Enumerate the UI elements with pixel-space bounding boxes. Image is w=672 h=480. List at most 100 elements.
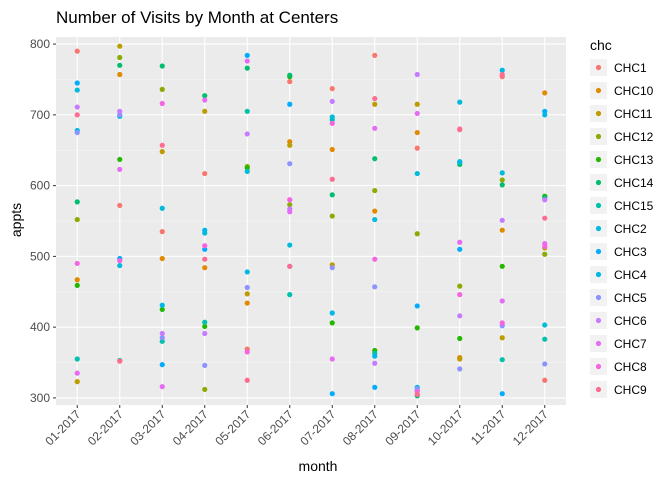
data-point-chc12 (457, 283, 463, 289)
data-point-chc4 (244, 269, 250, 275)
legend: chc CHC1CHC10CHC11CHC12CHC13CHC14CHC15CH… (590, 37, 654, 398)
data-point-chc3 (457, 246, 463, 252)
data-point-chc5 (457, 366, 463, 372)
data-point-chc8 (329, 120, 335, 126)
data-point-chc15 (202, 319, 208, 325)
data-point-chc8 (287, 197, 293, 203)
data-point-chc15 (542, 336, 548, 342)
data-point-chc10 (244, 300, 250, 306)
data-point-chc8 (202, 243, 208, 249)
data-points (74, 43, 548, 399)
data-point-chc13 (457, 335, 463, 342)
legend-swatch (595, 87, 602, 94)
x-tick-label: 09-2017 (382, 407, 423, 448)
x-tick-label: 10-2017 (425, 407, 466, 448)
y-axis-ticks: 300 400 500 600 700 800 (30, 37, 56, 405)
data-point-chc6 (414, 71, 420, 78)
x-tick-label: 05-2017 (212, 407, 253, 448)
data-point-chc7 (499, 298, 505, 304)
data-point-chc7 (244, 58, 250, 64)
data-point-chc12 (414, 231, 420, 237)
x-tick-label: 08-2017 (340, 407, 381, 448)
data-point-chc5 (202, 362, 208, 368)
legend-label: CHC12 (614, 130, 654, 144)
x-tick-label: 04-2017 (170, 407, 211, 448)
legend-label: CHC8 (614, 360, 647, 374)
data-point-chc15 (74, 356, 80, 362)
legend-label: CHC7 (614, 337, 647, 351)
legend-swatch (595, 225, 602, 232)
data-point-chc2 (372, 216, 378, 223)
legend-label: CHC6 (614, 314, 647, 328)
data-point-chc7 (287, 209, 293, 215)
y-tick-label: 600 (30, 179, 50, 193)
legend-swatch (595, 294, 602, 301)
data-point-chc14 (499, 182, 505, 188)
data-point-chc13 (74, 282, 80, 288)
data-point-chc1 (159, 229, 165, 235)
legend-label: CHC15 (614, 199, 654, 213)
data-point-chc7 (414, 110, 420, 117)
legend-label: CHC11 (614, 107, 653, 121)
data-point-chc11 (287, 142, 293, 148)
data-point-chc14 (244, 65, 250, 71)
legend-label: CHC10 (614, 84, 654, 98)
legend-label: CHC3 (614, 245, 647, 259)
data-point-chc6 (499, 217, 505, 223)
data-point-chc4 (329, 310, 335, 316)
data-point-chc14 (287, 72, 293, 78)
legend-swatch (595, 363, 602, 370)
x-tick-label: 06-2017 (255, 407, 296, 448)
data-point-chc5 (244, 284, 250, 291)
data-point-chc11 (202, 108, 208, 114)
data-point-chc5 (542, 361, 548, 367)
data-point-chc10 (159, 255, 165, 262)
data-point-chc7 (372, 125, 378, 131)
data-point-chc14 (372, 156, 378, 162)
data-point-chc10 (542, 90, 548, 96)
data-point-chc13 (329, 320, 335, 326)
data-point-chc14 (74, 199, 80, 205)
data-point-chc12 (499, 177, 505, 183)
data-point-chc8 (117, 258, 123, 264)
data-point-chc9 (287, 263, 293, 269)
legend-label: CHC5 (614, 291, 647, 305)
data-point-chc8 (74, 260, 80, 267)
data-point-chc11 (414, 101, 420, 107)
data-point-chc9 (414, 391, 420, 397)
data-point-chc11 (244, 291, 250, 297)
data-point-chc4 (499, 67, 505, 73)
data-point-chc13 (159, 306, 165, 313)
data-point-chc12 (159, 86, 165, 92)
data-point-chc3 (329, 391, 335, 397)
y-tick-label: 500 (30, 249, 50, 263)
y-tick-label: 800 (30, 37, 50, 51)
data-point-chc9 (499, 71, 505, 78)
data-point-chc9 (117, 358, 123, 364)
data-point-chc10 (202, 265, 208, 271)
data-point-chc13 (414, 325, 420, 331)
data-point-chc4 (159, 302, 165, 308)
data-point-chc11 (372, 101, 378, 107)
data-point-chc11 (457, 356, 463, 362)
legend-swatch (595, 110, 602, 117)
data-point-chc9 (542, 215, 548, 221)
legend-label: CHC13 (614, 153, 654, 167)
data-point-chc6 (74, 104, 80, 110)
data-point-chc3 (372, 384, 378, 390)
grid-minor (56, 79, 566, 363)
data-point-chc12 (117, 54, 123, 61)
data-point-chc1 (542, 377, 548, 383)
data-point-chc13 (202, 323, 208, 330)
legend-swatch (595, 156, 602, 163)
data-point-chc3 (287, 101, 293, 107)
data-point-chc13 (499, 263, 505, 269)
x-tick-label: 11-2017 (468, 407, 509, 448)
data-point-chc2 (117, 262, 123, 269)
data-point-chc10 (414, 129, 420, 136)
data-point-chc2 (244, 168, 250, 175)
data-point-chc7 (117, 166, 123, 172)
legend-swatch (595, 133, 602, 140)
data-point-chc9 (457, 126, 463, 132)
data-point-chc5 (329, 265, 335, 271)
